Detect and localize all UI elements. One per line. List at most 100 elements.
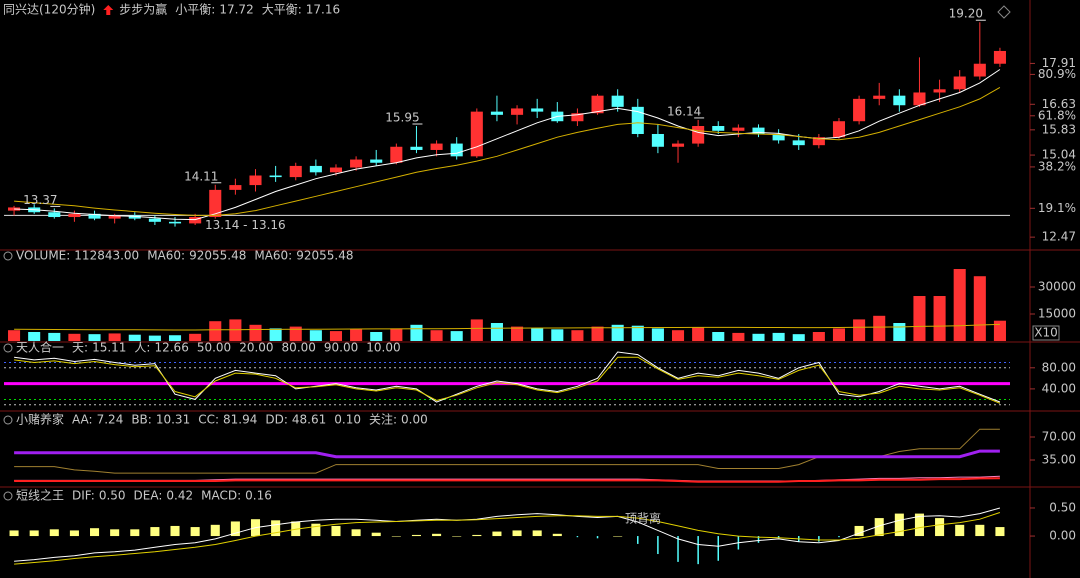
- y-tick-label: 16.63: [1042, 97, 1076, 111]
- candle-body: [712, 126, 725, 131]
- bar: [717, 536, 720, 561]
- candle-body: [752, 127, 765, 134]
- header-value: 0.50: [99, 489, 126, 503]
- candle-body: [873, 95, 886, 99]
- header-value: 17.72: [219, 3, 253, 17]
- bar: [914, 513, 924, 537]
- bar: [472, 534, 482, 537]
- header-label: 小平衡:: [175, 3, 215, 17]
- bar: [531, 328, 544, 341]
- bar: [90, 528, 100, 537]
- header-value: 15.11: [92, 341, 126, 355]
- indicator-line: [14, 477, 1000, 483]
- bar: [893, 323, 906, 341]
- bar: [390, 328, 403, 341]
- bar: [953, 269, 966, 341]
- candle-body: [309, 165, 322, 173]
- header-label: DIF:: [72, 489, 95, 503]
- bar: [88, 334, 101, 341]
- bar: [370, 332, 383, 341]
- price-annotation: 13.37: [23, 193, 57, 207]
- y-tick-label: 17.91: [1042, 56, 1076, 70]
- bar: [291, 521, 301, 537]
- reference-label: 13.14 - 13.16: [205, 218, 286, 232]
- candle-body: [913, 92, 926, 106]
- bar: [732, 332, 745, 341]
- bar: [108, 333, 121, 341]
- bar: [511, 326, 524, 341]
- bar: [571, 330, 584, 341]
- candle-body: [571, 113, 584, 122]
- bar: [933, 296, 946, 341]
- bar: [371, 532, 381, 537]
- bar: [591, 326, 604, 341]
- header-label: BB:: [131, 413, 152, 427]
- header-label: AA:: [72, 413, 93, 427]
- price-annotation: 15.95: [385, 111, 419, 125]
- candle-body: [88, 213, 101, 219]
- panel-icon: [3, 415, 13, 425]
- candle-body: [470, 111, 483, 157]
- bar: [69, 530, 79, 537]
- candle-body: [390, 146, 403, 163]
- bar: [168, 335, 182, 341]
- bar: [49, 529, 59, 537]
- header-value: 0.10: [334, 413, 361, 427]
- header-value: 92055.48: [189, 249, 246, 263]
- bar: [874, 518, 884, 537]
- bar: [671, 330, 685, 341]
- bar: [551, 329, 564, 341]
- y2-tick-label: 80.9%: [1038, 67, 1076, 81]
- header-label: VOLUME:: [16, 249, 70, 263]
- candle-body: [933, 89, 946, 93]
- bar: [9, 530, 19, 537]
- candle-body: [229, 185, 242, 190]
- bar: [190, 527, 200, 537]
- bar: [210, 524, 220, 537]
- header-value: 0.16: [245, 489, 272, 503]
- bar: [329, 331, 343, 341]
- header-label: DD:: [265, 413, 288, 427]
- header-label: MA60:: [147, 249, 185, 263]
- header-value: 17.16: [306, 3, 340, 17]
- header-label: 天:: [72, 341, 88, 355]
- bar: [651, 328, 664, 341]
- bar: [311, 523, 321, 537]
- bar: [492, 531, 502, 537]
- bar: [613, 536, 623, 537]
- bar: [692, 327, 705, 341]
- settings-icon[interactable]: [997, 5, 1011, 19]
- panel-icon: [3, 251, 13, 261]
- candle-body: [350, 159, 363, 168]
- header-value: 10.31: [156, 413, 190, 427]
- candle-body: [772, 133, 785, 141]
- bar: [391, 536, 401, 537]
- candle-body: [591, 95, 604, 114]
- candle-body: [269, 175, 282, 178]
- candle-body: [168, 221, 182, 224]
- y-tick-label: 40.00: [1042, 381, 1076, 395]
- unit-label: X10: [1034, 326, 1058, 340]
- indicator-line: [14, 69, 1001, 221]
- bar: [271, 520, 281, 537]
- bar: [838, 536, 840, 538]
- bar: [792, 334, 805, 341]
- bar: [596, 536, 599, 539]
- candle-body: [511, 108, 524, 115]
- y-tick-label: 80.00: [1042, 360, 1076, 374]
- bar: [148, 335, 161, 341]
- bar: [853, 319, 866, 341]
- bar: [432, 533, 442, 537]
- candle-body: [651, 133, 664, 147]
- bar: [48, 332, 61, 341]
- y2-tick-label: 19.1%: [1038, 201, 1076, 215]
- bar: [289, 326, 302, 341]
- panel-icon: [3, 343, 13, 353]
- candle-body: [370, 159, 383, 163]
- candle-body: [692, 126, 705, 144]
- header-label: MA60:: [254, 249, 292, 263]
- signal-arrow: [103, 5, 114, 15]
- bar: [351, 529, 361, 537]
- bar: [993, 320, 1006, 341]
- header-label: 步步为赢: [119, 2, 167, 17]
